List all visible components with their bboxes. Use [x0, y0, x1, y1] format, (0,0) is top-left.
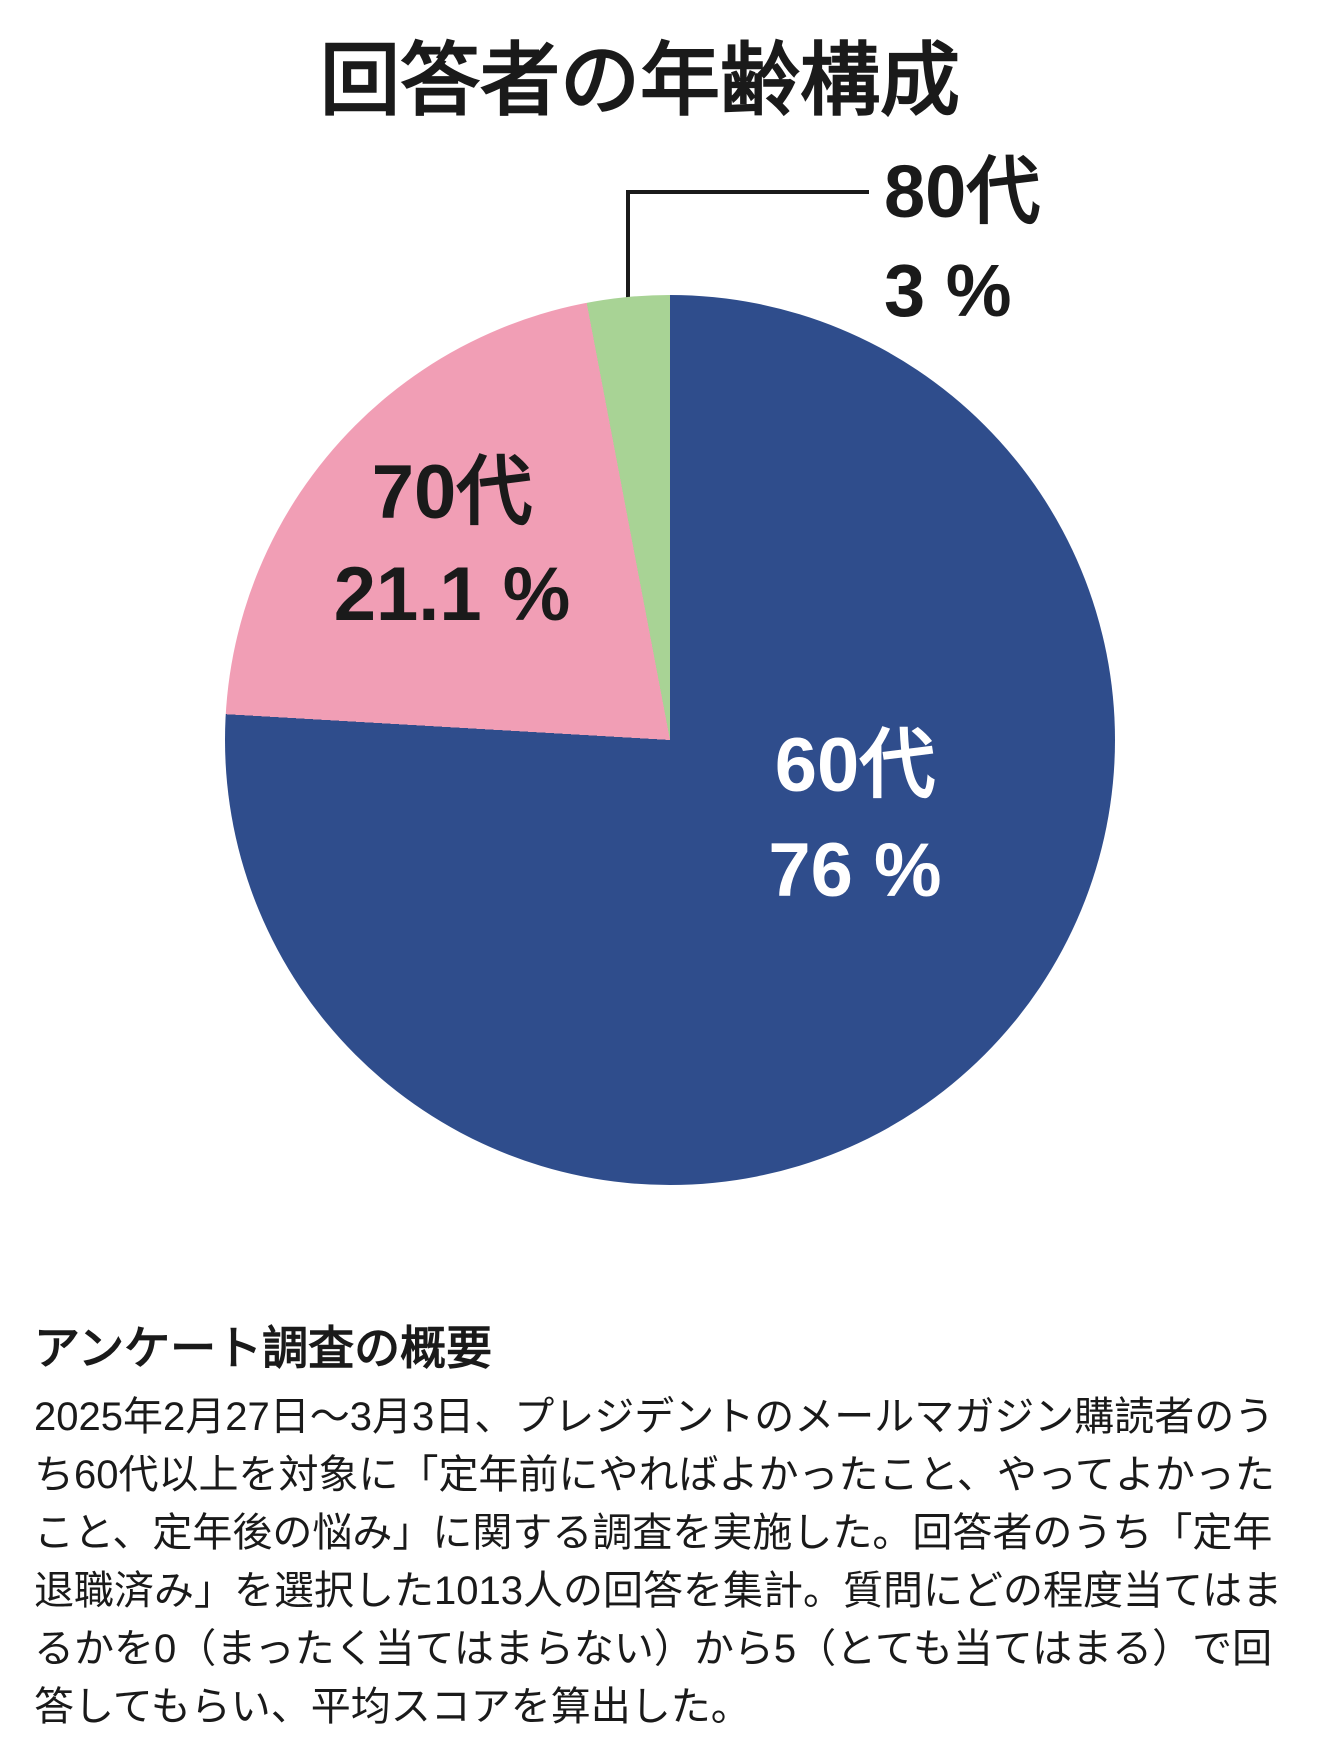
survey-description-line: こと、定年後の悩み」に関する調査を実施した。回答者のうち「定年	[34, 1511, 1273, 1555]
pie-chart	[225, 295, 1115, 1185]
survey-overview-description: 2025年2月27日〜3月3日、プレジデントのメールマガジン購読者のう ち60代以…	[34, 1388, 1326, 1736]
slice-label-60s-name: 60代	[774, 723, 936, 808]
slice-label-60s: 60代 76 %	[655, 714, 1055, 924]
slice-label-70s-name: 70代	[371, 450, 533, 535]
slice-label-80s-value: 3 %	[884, 249, 1012, 333]
slice-label-80s: 80代 3 %	[884, 142, 1040, 340]
chart-title: 回答者の年齢構成	[320, 36, 960, 125]
slice-label-70s-value: 21.1 %	[333, 551, 571, 637]
survey-overview-heading: アンケート調査の概要	[34, 1322, 493, 1374]
slice-label-80s-name: 80代	[884, 150, 1041, 233]
callout-line-80s	[626, 190, 869, 300]
slice-label-70s: 70代 21.1 %	[252, 442, 652, 646]
survey-description-line: るかを0（まったく当てはまらない）から5（とても当てはまる）で回	[34, 1627, 1273, 1671]
survey-description-line: ち60代以上を対象に「定年前にやればよかったこと、やってよかった	[34, 1453, 1275, 1497]
survey-description-line: 答してもらい、平均スコアを算出した。	[34, 1685, 751, 1729]
survey-description-line: 退職済み」を選択した1013人の回答を集計。質問にどの程度当てはま	[34, 1569, 1283, 1613]
survey-description-line: 2025年2月27日〜3月3日、プレジデントのメールマガジン購読者のう	[34, 1395, 1275, 1439]
slice-label-60s-value: 76 %	[768, 827, 942, 913]
